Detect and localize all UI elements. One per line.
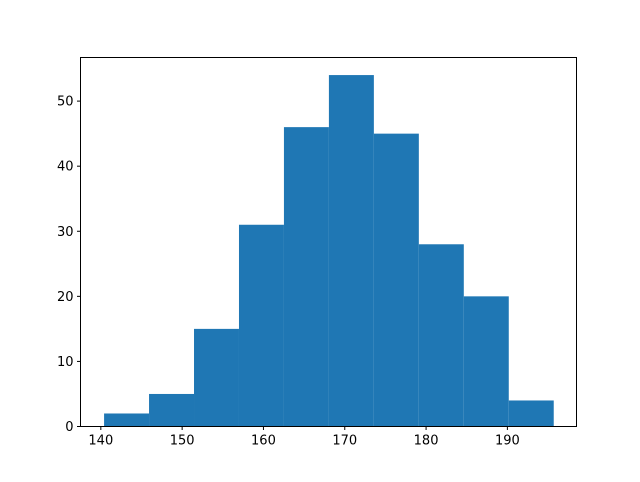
histogram-bar	[418, 244, 464, 427]
x-tick-label: 170	[332, 434, 357, 449]
x-tick-label: 190	[495, 434, 520, 449]
x-axis: 140 150 160 170 180 190	[88, 426, 520, 449]
histogram-bar	[463, 296, 509, 427]
x-tick-label: 160	[251, 434, 276, 449]
axes-frame	[80, 57, 577, 427]
y-tick-label: 0	[65, 420, 73, 435]
histogram-bar	[238, 224, 284, 427]
histogram-bar	[194, 328, 239, 427]
histogram-bar	[508, 400, 554, 427]
histogram-bar	[373, 133, 419, 427]
y-tick-label: 30	[57, 225, 74, 240]
y-axis: 0 10 20 30 40 50	[57, 95, 81, 435]
y-tick-label: 10	[57, 355, 74, 370]
histogram-bar	[104, 413, 150, 427]
y-tick-label: 20	[57, 290, 74, 305]
x-tick-label: 140	[88, 434, 113, 449]
y-tick-label: 50	[57, 95, 74, 110]
x-tick-label: 180	[414, 434, 439, 449]
histogram-bar	[149, 393, 195, 427]
histogram-bar	[328, 75, 374, 427]
x-tick-label: 150	[170, 434, 195, 449]
y-tick-label: 40	[57, 160, 74, 175]
bars-group	[104, 75, 554, 427]
histogram-bar	[283, 127, 329, 427]
